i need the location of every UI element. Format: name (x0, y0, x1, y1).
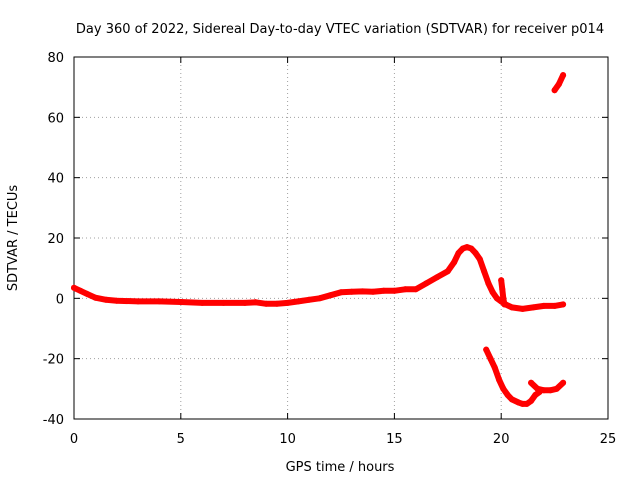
data-point (500, 385, 507, 392)
data-point (199, 299, 206, 306)
x-tick-label: 25 (600, 432, 617, 447)
data-point (444, 268, 451, 275)
data-point (380, 287, 387, 294)
data-point (241, 299, 248, 306)
data-point (103, 296, 109, 303)
data-point (555, 81, 562, 88)
data-point (220, 299, 227, 306)
data-point (284, 299, 291, 306)
x-tick-label: 20 (493, 432, 510, 447)
data-point (83, 290, 90, 297)
y-tick-label: 20 (47, 232, 64, 247)
data-point (500, 295, 507, 302)
data-point (483, 346, 490, 353)
data-point (476, 256, 483, 263)
data-point (306, 296, 312, 303)
data-point (523, 400, 530, 407)
data-point (434, 274, 441, 281)
data-point (491, 364, 498, 371)
data-point (499, 286, 506, 293)
y-tick-label: 60 (47, 111, 64, 126)
data-point (530, 304, 537, 311)
data-point (560, 72, 567, 79)
data-point (295, 298, 302, 305)
data-point (528, 397, 535, 404)
y-tick-label: 0 (56, 292, 64, 307)
data-point (391, 287, 398, 294)
data-point (519, 400, 526, 407)
data-point (348, 288, 355, 295)
data-point (263, 300, 270, 307)
data-point (519, 305, 526, 312)
data-point (252, 299, 259, 306)
y-tick-label: 40 (47, 172, 64, 187)
data-point (113, 297, 120, 304)
data-point (338, 289, 344, 296)
data-point (481, 268, 488, 275)
data-point (156, 298, 163, 305)
data-point (553, 385, 560, 392)
chart-title: Day 360 of 2022, Sidereal Day-to-day VTE… (76, 22, 604, 37)
data-point (501, 301, 508, 308)
data-point (487, 355, 494, 362)
data-point (92, 294, 99, 301)
data-point (540, 302, 547, 309)
x-tick-label: 5 (177, 432, 185, 447)
data-point (504, 391, 511, 398)
x-tick-label: 15 (386, 432, 403, 447)
data-point (551, 302, 558, 309)
data-point (359, 288, 366, 295)
data-point (327, 292, 334, 299)
data-point (455, 250, 462, 257)
y-tick-label: -40 (43, 413, 64, 428)
data-point (534, 385, 541, 392)
data-point (485, 280, 492, 287)
data-point (489, 289, 496, 296)
data-point (496, 376, 503, 383)
data-point (316, 295, 323, 302)
data-point (412, 286, 419, 293)
data-series (71, 72, 567, 407)
data-point (540, 387, 547, 394)
data-point (273, 300, 280, 307)
data-point (547, 387, 554, 394)
data-point (77, 287, 84, 294)
x-tick-label: 10 (279, 432, 296, 447)
data-point (423, 280, 430, 287)
data-point (451, 259, 458, 266)
data-point (402, 286, 409, 293)
y-axis-label: SDTVAR / TECUs (6, 185, 21, 292)
data-point (472, 250, 479, 257)
y-tick-label: 80 (47, 51, 64, 66)
data-point (560, 301, 567, 308)
x-axis-label: GPS time / hours (286, 460, 395, 475)
series-lower-branch (483, 346, 543, 407)
data-point (508, 396, 515, 403)
data-point (135, 298, 142, 305)
data-point (532, 391, 539, 398)
data-point (508, 304, 515, 311)
series-spike-near-20h (498, 277, 508, 308)
axis-ticks: 0 5 10 15 20 25 -40 -20 0 20 40 60 80 (43, 51, 617, 447)
data-point (71, 284, 77, 291)
data-point (468, 245, 475, 252)
data-point (177, 299, 184, 305)
x-tick-label: 0 (70, 432, 78, 447)
data-point (498, 277, 505, 284)
y-tick-label: -20 (43, 353, 64, 368)
grid (74, 57, 608, 419)
data-point (528, 379, 535, 386)
data-point (560, 379, 567, 386)
data-point (370, 288, 376, 295)
data-point (551, 87, 558, 94)
data-point (493, 295, 500, 302)
